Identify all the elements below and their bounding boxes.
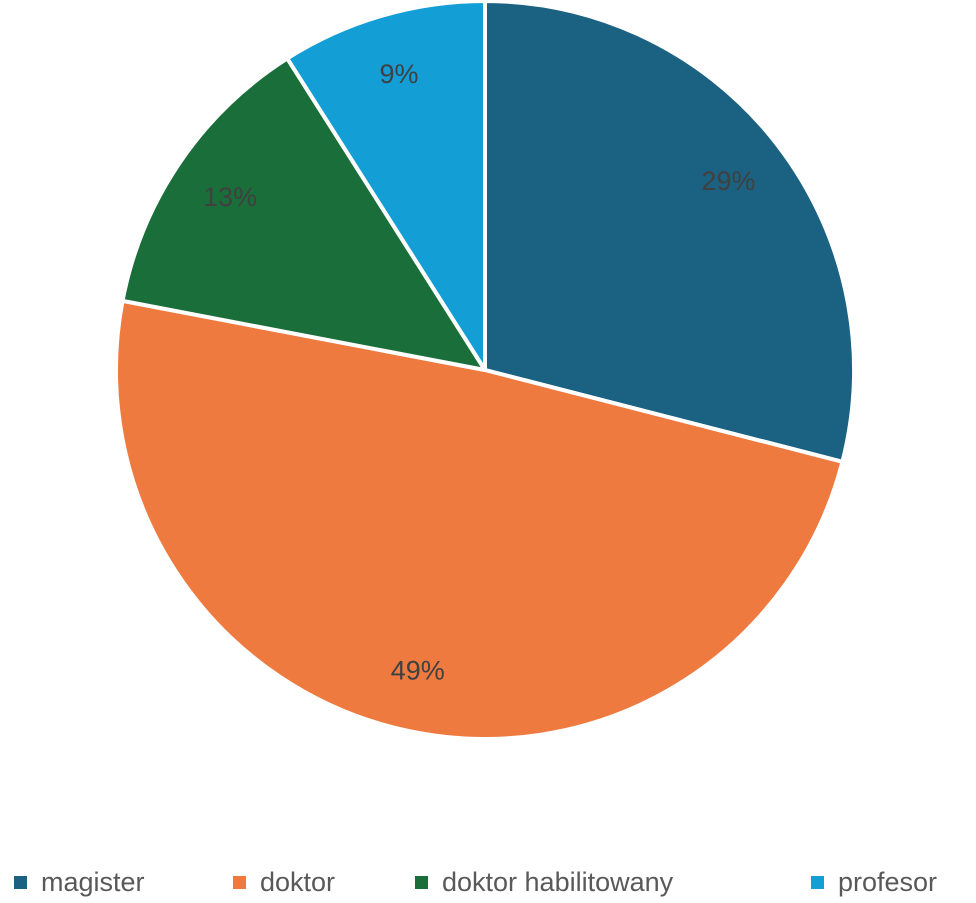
- legend-label: profesor: [838, 866, 938, 897]
- legend-label: doktor: [260, 866, 336, 897]
- legend-item-profesor: profesor: [811, 864, 937, 900]
- legend-label: magister: [41, 866, 145, 897]
- pie-slice-profesor: [285, 0, 487, 372]
- legend-swatch: [415, 875, 428, 889]
- data-label: 13%: [203, 182, 257, 212]
- pie-slice-doktor-habilitowany: [120, 56, 487, 372]
- legend-swatch: [14, 875, 27, 889]
- pie-chart: 29% 49% 13% 9%: [114, 0, 856, 741]
- legend-label: doktor habilitowany: [442, 866, 674, 897]
- pie-slice-doktor: [114, 298, 845, 741]
- data-label: 29%: [701, 166, 755, 196]
- legend-swatch: [811, 875, 824, 889]
- legend-item-magister: magister: [14, 864, 145, 900]
- legend-item-doktor-habilitowany: doktor habilitowany: [415, 864, 673, 900]
- legend-item-doktor: doktor: [233, 864, 335, 900]
- pie-slice-magister: [483, 0, 856, 464]
- data-label: 9%: [380, 59, 419, 89]
- legend-swatch: [233, 875, 246, 889]
- data-label: 49%: [391, 656, 445, 686]
